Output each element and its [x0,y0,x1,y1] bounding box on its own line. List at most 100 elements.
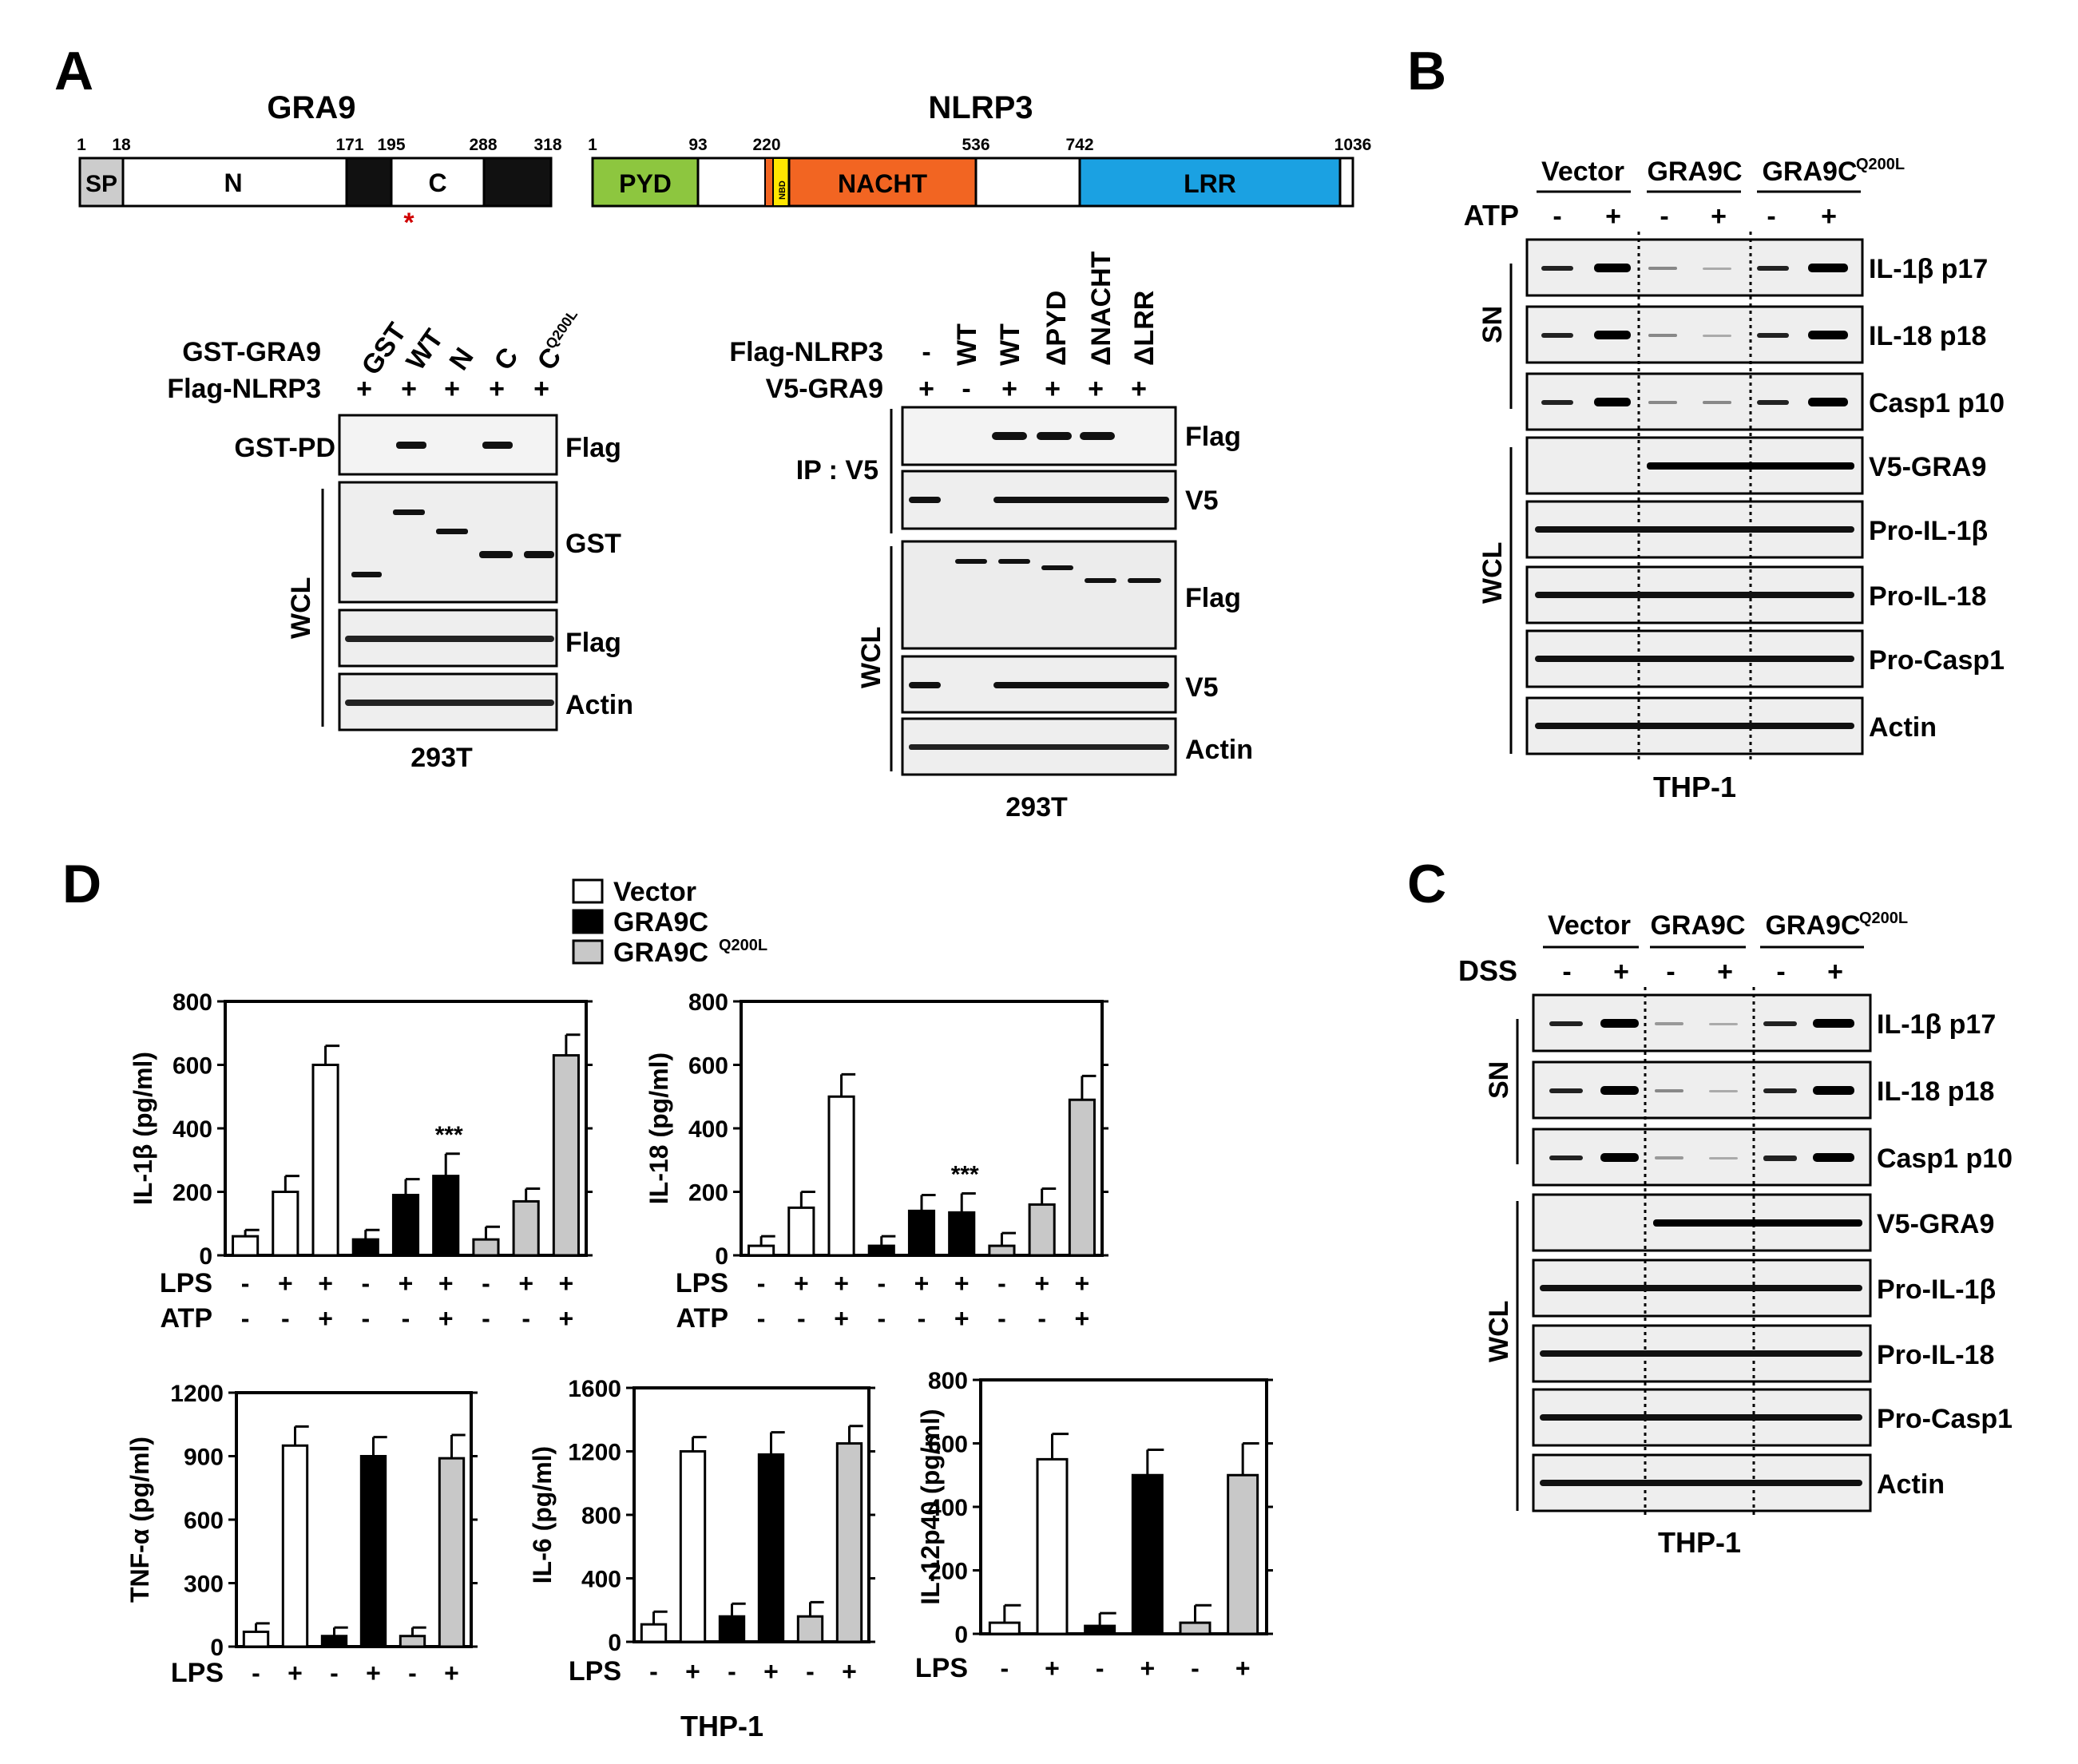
y-tick-label: 400 [581,1567,621,1593]
b-box-casp1-p10 [1525,372,1864,431]
a1-lane-cq200l: C Q200L [531,307,581,376]
gra9-label-n: N [224,168,242,197]
a2-band [993,497,1169,503]
b-group-vector: Vector [1541,157,1624,187]
y-tick-label: 800 [688,989,728,1016]
condition-sign: - [241,1269,250,1298]
y-tick-label: 600 [928,1432,968,1458]
condition-sign: - [806,1657,815,1686]
b-box-il1b-p17 [1525,238,1864,297]
bar [988,1244,1016,1257]
b-band [1703,268,1731,270]
a1-band-label-flag-wcl: Flag [565,628,621,658]
legend-swatch-gra9c [572,909,604,934]
bar [1131,1473,1164,1635]
condition-sign: + [1045,1654,1060,1683]
gra9-label-c: C [428,168,446,197]
b-band [1757,333,1789,338]
a2-ip-label: IP : V5 [796,455,878,486]
bar [432,1175,460,1257]
a2-band-label-actin: Actin [1185,735,1253,765]
b-band [1535,723,1854,729]
c-cell-label: THP-1 [1658,1526,1741,1559]
b-band [1541,400,1573,405]
condition-sign: + [518,1269,533,1298]
condition-label: LPS [569,1656,621,1687]
c-lane: + [1613,957,1629,987]
c-band [1813,1019,1854,1028]
c-group-gra9cq: GRA9C [1765,910,1860,941]
b-group-superscript: Q200L [1856,156,1905,173]
bar [907,1209,936,1257]
bar [827,1095,855,1257]
b-band [1594,398,1631,406]
y-tick-label: 900 [184,1445,224,1471]
condition-sign: + [318,1269,333,1298]
b-lane: + [1605,201,1621,232]
bar [748,1244,775,1257]
c-lane: - [1562,957,1571,987]
gra9-domain-n [121,157,348,208]
c-band [1813,1086,1854,1095]
condition-sign: + [834,1304,849,1333]
a2-lane-dnacht: ΔNACHT [1086,251,1116,366]
a2-wcl-label: WCL [856,627,886,688]
gra9-title: GRA9 [267,90,355,125]
c-group-gra9c: GRA9C [1650,910,1745,941]
b-lane: - [1660,201,1668,232]
c-band [1549,1088,1583,1093]
b-band [1541,266,1573,271]
condition-label: LPS [676,1268,728,1298]
a2-row-label-v5-gra9: V5-GRA9 [766,374,883,404]
gra9-label-sp: SP [85,171,117,197]
y-axis-label: IL-18 (pg/ml) [644,1052,673,1204]
y-tick-label: 600 [184,1508,224,1534]
a1-band-label-flag: Flag [565,433,621,463]
panel-label-c: C [1407,854,1446,914]
legend-label-vector: Vector [613,877,696,907]
b-band [1808,331,1848,339]
condition-sign: - [757,1269,766,1298]
legend-d: Vector GRA9C GRA9C Q200L [572,877,767,968]
c-band [1709,1023,1738,1025]
gra9-pos-1: 1 [77,136,86,154]
condition-label: LPS [171,1658,224,1688]
c-lane: - [1666,957,1675,987]
condition-label: LPS [160,1268,212,1298]
bar [512,1199,540,1257]
b-group-gra9cq: GRA9C [1762,157,1857,187]
b-box-il18-p18 [1525,305,1864,364]
a1-plus-3: + [444,374,460,404]
c-band [1655,1089,1683,1092]
a1-band [345,700,554,706]
bar [679,1450,707,1643]
legend-swatch-gra9cq [572,939,604,965]
y-tick-label: 1200 [170,1381,224,1407]
a2-band-label-v5-wcl: V5 [1185,672,1219,703]
gra9-domain-sp [78,157,125,208]
condition-sign: + [1075,1304,1090,1333]
bar [640,1623,668,1643]
y-axis-label: IL-1β (pg/ml) [129,1052,157,1205]
b-band [1594,331,1631,339]
panel-label-a: A [54,41,93,101]
c-group-superscript: Q200L [1859,910,1908,927]
nlrp3-label-lrr: LRR [1184,169,1236,198]
legend-swatch-vector [572,878,604,904]
b-band [1535,656,1854,662]
a1-band [351,572,382,577]
c-band [1763,1021,1797,1026]
a2-band [909,497,941,503]
b-lane: - [1553,201,1561,232]
b-band-label: Actin [1869,712,1937,743]
bar [311,1064,339,1257]
blot-c: Vector GRA9C GRA9C Q200L DSS - + - + - + [1458,910,2013,1559]
b-sn-label: SN [1477,306,1508,343]
plot-frame [633,1386,870,1643]
a2-cell-label: 293T [1005,792,1068,823]
y-axis-label: IL-12p40 (pg/ml) [916,1409,945,1604]
a1-plus-5: + [533,374,549,404]
condition-sign: + [366,1659,381,1687]
a1-lane-wt: WT [400,323,450,375]
a1-gst-pd-label: GST-PD [234,433,335,463]
